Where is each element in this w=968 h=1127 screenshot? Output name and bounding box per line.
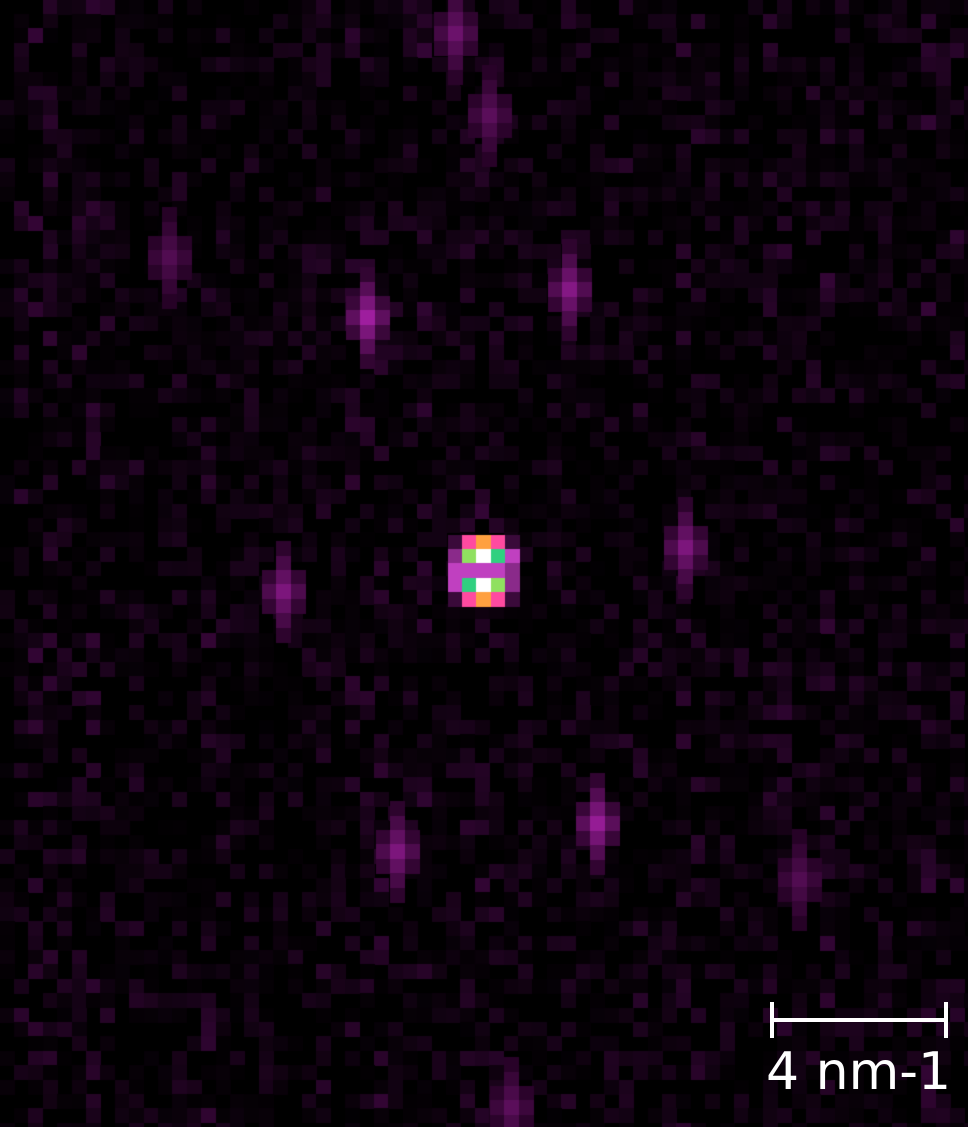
scale-bar: 4 nm-1: [770, 1000, 948, 1100]
scale-bar-right-cap: [944, 1002, 948, 1038]
scale-bar-label: 4 nm-1: [766, 1040, 948, 1104]
scale-bar-line: [770, 1018, 946, 1022]
